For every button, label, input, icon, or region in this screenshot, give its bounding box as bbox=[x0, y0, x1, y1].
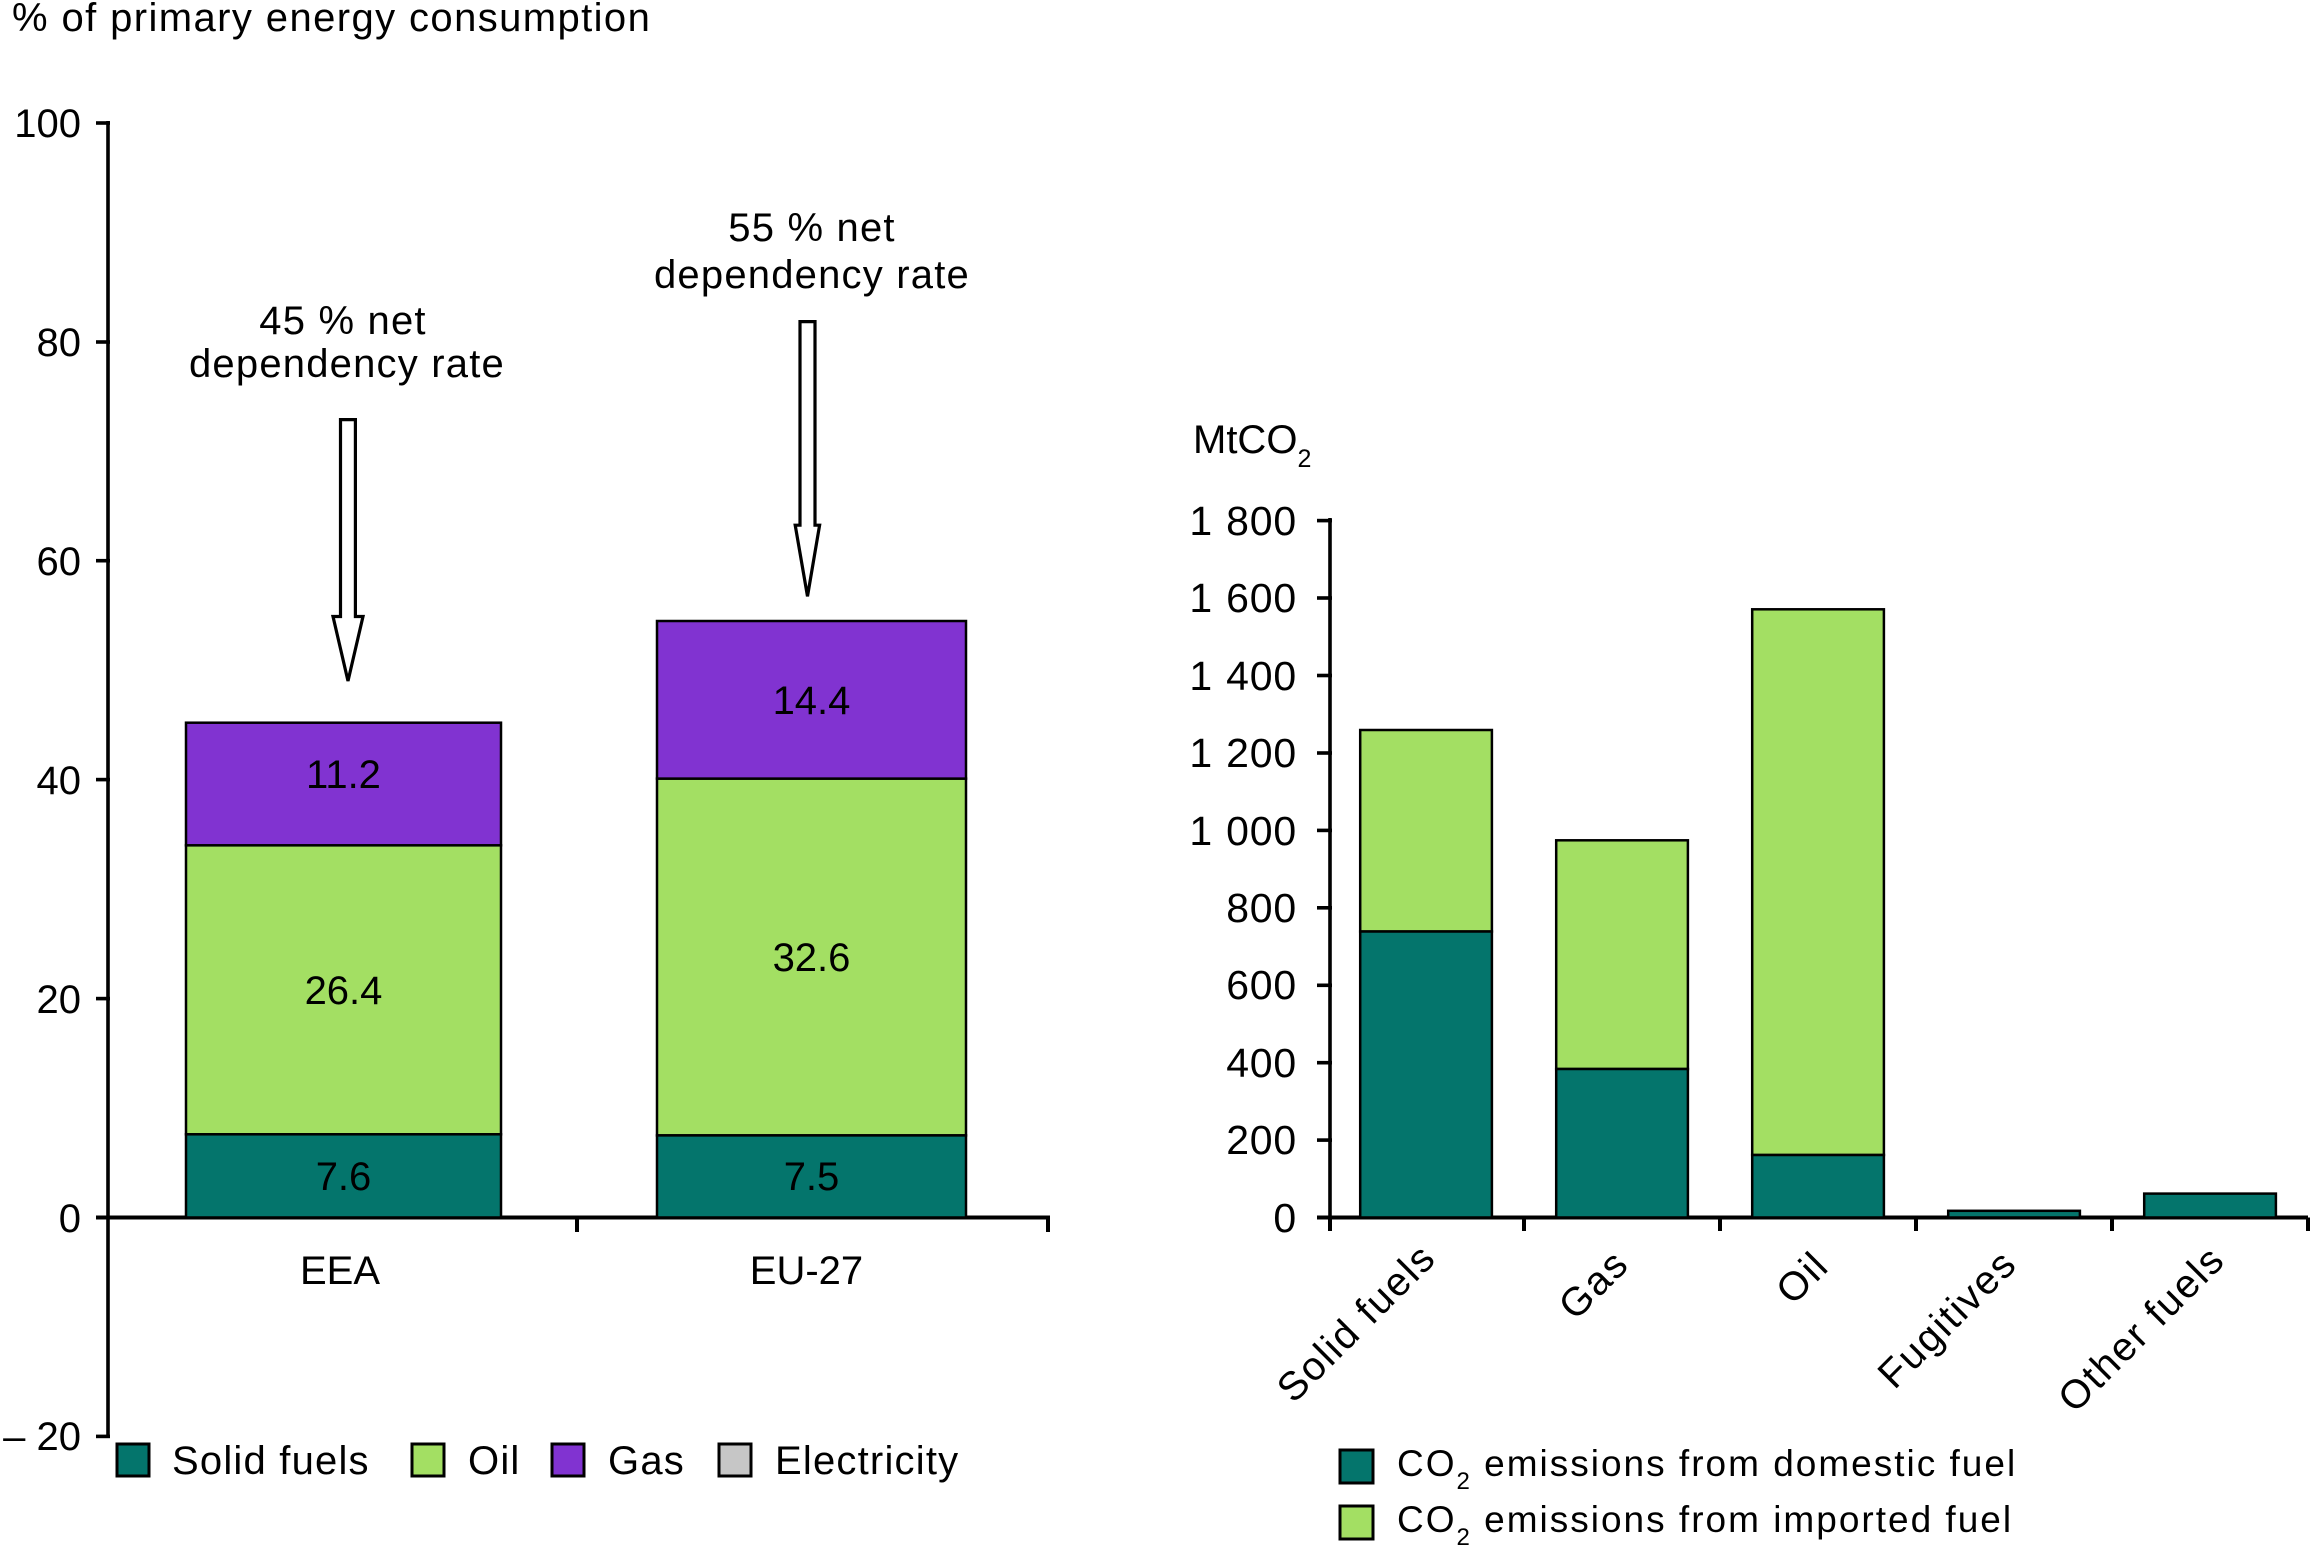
svg-text:80: 80 bbox=[37, 321, 82, 365]
svg-text:Oil: Oil bbox=[468, 1439, 521, 1483]
svg-text:7.5: 7.5 bbox=[784, 1155, 840, 1199]
svg-text:% of primary energy consumptio: % of primary energy consumption bbox=[12, 0, 651, 40]
svg-text:EU-27: EU-27 bbox=[750, 1249, 863, 1293]
svg-text:200: 200 bbox=[1226, 1117, 1297, 1163]
svg-text:1 600: 1 600 bbox=[1189, 575, 1297, 621]
svg-text:dependency rate: dependency rate bbox=[654, 253, 970, 297]
svg-text:40: 40 bbox=[37, 759, 82, 803]
svg-text:7.6: 7.6 bbox=[316, 1155, 372, 1199]
svg-text:1 200: 1 200 bbox=[1189, 730, 1297, 776]
svg-text:Electricity: Electricity bbox=[775, 1439, 959, 1483]
svg-text:45 % net: 45 % net bbox=[259, 299, 427, 343]
svg-text:EEA: EEA bbox=[300, 1249, 380, 1293]
svg-text:Gas: Gas bbox=[608, 1439, 685, 1483]
svg-text:800: 800 bbox=[1226, 885, 1297, 931]
svg-text:20: 20 bbox=[37, 978, 82, 1022]
svg-text:55 % net: 55 % net bbox=[728, 206, 896, 250]
svg-text:1 800: 1 800 bbox=[1189, 498, 1297, 544]
svg-text:400: 400 bbox=[1226, 1040, 1297, 1086]
svg-text:26.4: 26.4 bbox=[305, 969, 383, 1013]
svg-text:1 000: 1 000 bbox=[1189, 808, 1297, 854]
svg-text:1 400: 1 400 bbox=[1189, 653, 1297, 699]
svg-text:0: 0 bbox=[59, 1197, 81, 1241]
svg-text:0: 0 bbox=[1273, 1195, 1297, 1241]
svg-text:– 20: – 20 bbox=[3, 1415, 81, 1459]
svg-text:600: 600 bbox=[1226, 962, 1297, 1008]
svg-text:Solid fuels: Solid fuels bbox=[172, 1439, 370, 1483]
svg-text:100: 100 bbox=[14, 102, 81, 146]
svg-text:11.2: 11.2 bbox=[306, 753, 381, 797]
svg-text:dependency rate: dependency rate bbox=[189, 342, 505, 386]
svg-text:60: 60 bbox=[37, 540, 82, 584]
svg-text:32.6: 32.6 bbox=[773, 936, 851, 980]
svg-text:14.4: 14.4 bbox=[773, 679, 851, 723]
